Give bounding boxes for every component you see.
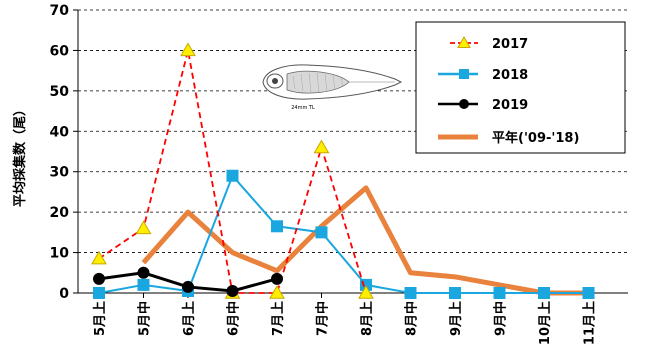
- data-point: [269, 284, 285, 299]
- data-point: [180, 42, 196, 57]
- y-tick-label-60: 60: [50, 43, 70, 59]
- series-layer: [91, 42, 595, 299]
- data-point: [135, 220, 152, 235]
- data-point: [226, 284, 239, 297]
- legend-item-0: 2017: [450, 35, 528, 52]
- x-tick-label: 5月中: [137, 301, 153, 336]
- data-point: [226, 169, 239, 182]
- y-tick-label-40: 40: [50, 124, 70, 140]
- legend-item-2: 2019: [438, 98, 528, 113]
- series-1: [93, 169, 595, 299]
- legend-item-1: 2018: [438, 68, 528, 83]
- data-point: [493, 287, 506, 299]
- fish-larva-illustration-icon: 24mm TL: [262, 64, 403, 111]
- legend-marker-1: [459, 69, 469, 79]
- y-tick-label-50: 50: [50, 84, 70, 100]
- x-tick-label: 5月上: [93, 301, 108, 336]
- x-tick-label: 10月上: [538, 301, 553, 345]
- y-tick-label-0: 0: [59, 286, 69, 302]
- x-tick-label: 6月中: [226, 301, 242, 336]
- data-point: [137, 266, 150, 279]
- y-tick-label-10: 10: [50, 246, 70, 262]
- legend: 2017 2018 2019 平年('09-'18): [415, 21, 626, 154]
- data-point: [538, 287, 550, 299]
- data-point: [449, 287, 461, 299]
- legend-label-1: 2018: [492, 68, 528, 83]
- x-tick-label: 9月中: [493, 301, 509, 336]
- legend-marker-0: [457, 35, 471, 48]
- legend-label-2: 2019: [492, 98, 528, 113]
- data-point: [182, 280, 194, 293]
- data-point: [271, 272, 283, 285]
- x-tick-label: 8月上: [360, 301, 375, 336]
- legend-label-0: 2017: [492, 37, 528, 52]
- data-point: [271, 220, 283, 233]
- data-point: [91, 250, 107, 265]
- x-tick-label: 6月上: [182, 301, 197, 336]
- series-line-1: [98, 173, 589, 294]
- series-3: [141, 185, 589, 296]
- legend-label-3: 平年('09-'18): [492, 130, 579, 146]
- x-tick-label: 11月上: [583, 301, 598, 345]
- x-tick-label: 8月中: [404, 301, 420, 336]
- data-point: [93, 287, 105, 299]
- data-point: [137, 278, 150, 291]
- y-tick-label-30: 30: [50, 165, 70, 181]
- data-point: [582, 287, 595, 299]
- x-tick-label: 7月上: [271, 301, 286, 336]
- data-point: [358, 284, 374, 299]
- series-line-3: [141, 185, 589, 296]
- data-point: [313, 139, 330, 154]
- x-tick-labels: 5月上 5月中 6月上 6月中 7月上 7月中 8月上 8月中 9月上 9月中 10月上 11月上: [93, 301, 598, 345]
- y-tick-labels: 0 10 20 30 40 50 60 70: [50, 3, 70, 302]
- data-point: [404, 287, 417, 299]
- y-tick-label-20: 20: [50, 205, 70, 221]
- y-tick-label-70: 70: [50, 3, 70, 19]
- series-2: [93, 266, 283, 297]
- data-point: [93, 272, 105, 285]
- x-tick-label: 7月中: [315, 301, 331, 336]
- x-tick-label: 9月上: [449, 301, 464, 336]
- legend-item-3: 平年('09-'18): [438, 130, 579, 146]
- y-axis-label: 平均採集数（尾）: [12, 103, 28, 207]
- data-point: [315, 226, 328, 239]
- image-caption: 24mm TL: [291, 105, 315, 111]
- legend-marker-2: [459, 99, 469, 109]
